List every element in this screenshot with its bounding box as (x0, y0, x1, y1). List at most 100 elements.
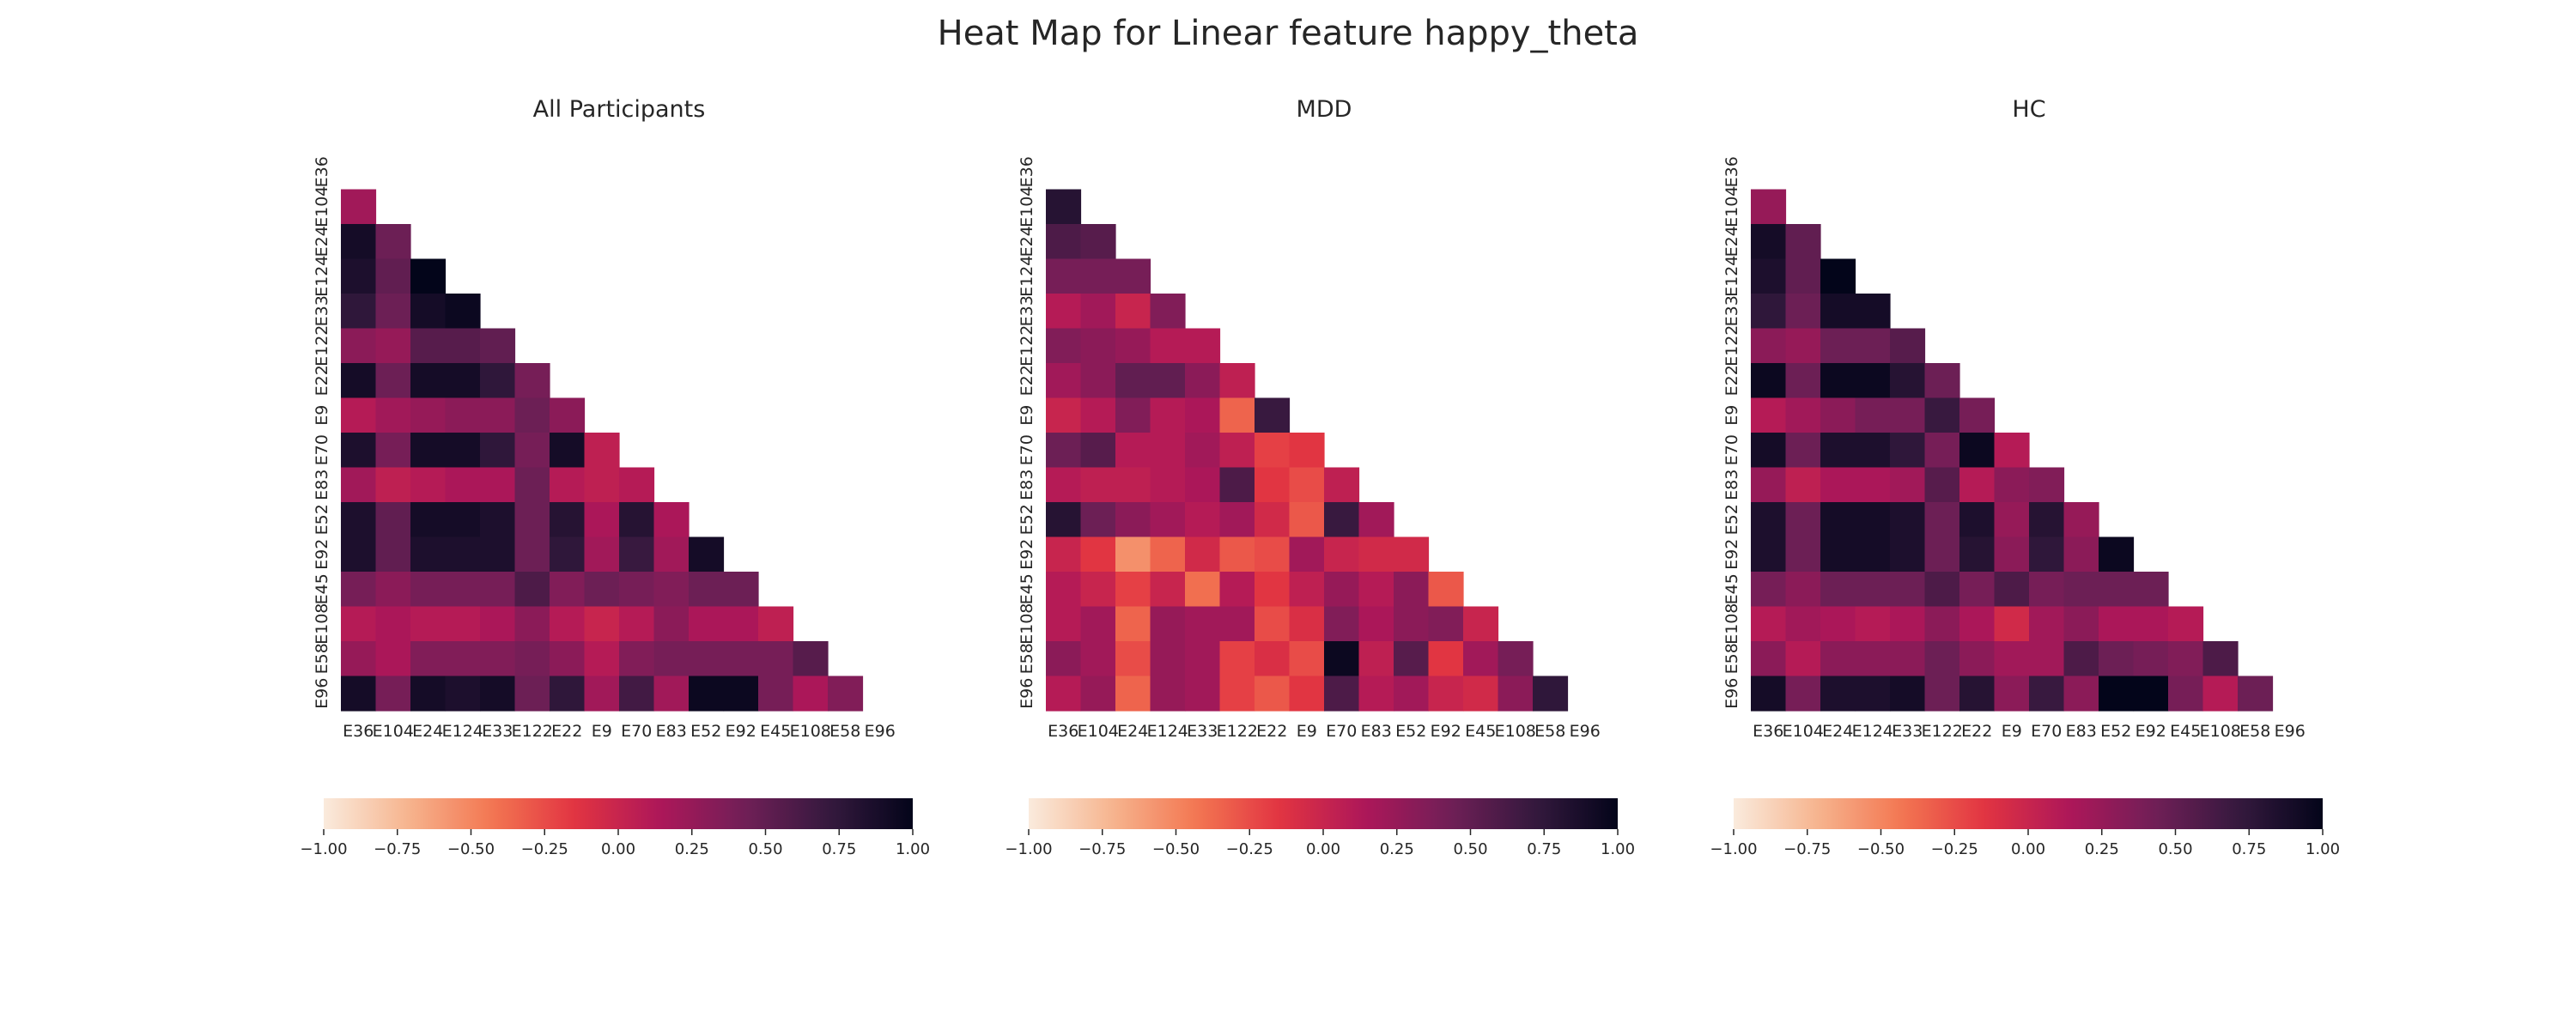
heatmap-cell (1046, 606, 1082, 642)
heatmap-cell (1046, 258, 1082, 294)
y-tick-label: E83 (1018, 470, 1036, 500)
heatmap-cell (514, 572, 550, 608)
heatmap-cell (723, 606, 759, 642)
heatmap-cell (793, 641, 829, 677)
heatmap-cell (1150, 294, 1186, 330)
x-tick-label: E52 (690, 722, 721, 741)
y-tick-label: E52 (1722, 504, 1741, 535)
colorbar-tick-label: 0.00 (601, 840, 635, 858)
x-tick-label: E104 (1078, 722, 1119, 741)
heatmap-cell (1994, 572, 2030, 608)
colorbar-tick-label: 1.00 (2306, 840, 2340, 858)
heatmap-cell (1324, 502, 1360, 538)
heatmap-cell (375, 397, 411, 433)
heatmap-cell (514, 606, 550, 642)
heatmap-cell (1080, 502, 1116, 538)
heatmap-cell (410, 328, 447, 364)
y-tick-label: E22 (1722, 365, 1741, 396)
heatmap-cell (1150, 397, 1186, 433)
colorbar-tick-label: 0.50 (748, 840, 782, 858)
y-tick-label: E45 (1018, 573, 1036, 604)
figure-title: Heat Map for Linear feature happy_theta (938, 14, 1639, 53)
heatmap-cell (1785, 433, 1821, 469)
heatmap-cell (1890, 676, 1926, 712)
heatmap-cell (1255, 397, 1291, 433)
heatmap-cell (1751, 502, 1787, 538)
x-tick-label: E92 (2136, 722, 2166, 741)
heatmap-cell (1219, 467, 1255, 503)
heatmap-cell (1289, 641, 1325, 677)
heatmap-cell (375, 433, 411, 469)
heatmap-cell (480, 397, 516, 433)
y-tick-label: E33 (313, 295, 331, 326)
heatmap-cell (445, 536, 481, 573)
heatmap-cell (1890, 397, 1926, 433)
y-tick-label: E36 (1018, 156, 1036, 187)
x-tick-label: E33 (1892, 722, 1923, 741)
heatmap-cell (375, 536, 411, 573)
heatmap-cell (2063, 572, 2099, 608)
heatmap-cell (1219, 433, 1255, 469)
heatmap-cell (1255, 606, 1291, 642)
heatmap-cell (1080, 328, 1116, 364)
heatmap-cell (341, 502, 377, 538)
heatmap-cell (550, 572, 586, 608)
heatmap-cell (1820, 467, 1856, 503)
heatmap-cell (1289, 467, 1325, 503)
heatmap-cell (619, 606, 655, 642)
x-tick-label: E45 (760, 722, 791, 741)
x-tick-label: E22 (1256, 722, 1287, 741)
heatmap-cell (1924, 572, 1960, 608)
x-tick-label: E70 (1326, 722, 1357, 741)
y-tick-label: E83 (313, 470, 331, 500)
heatmap-cell (1751, 433, 1787, 469)
heatmap-cell (1820, 676, 1856, 712)
heatmap-cell (1751, 467, 1787, 503)
heatmap-cell (2133, 572, 2169, 608)
heatmap-cell (1150, 536, 1186, 573)
heatmap-cell (2099, 536, 2135, 573)
heatmap-cell (341, 294, 377, 330)
heatmap-cell (1150, 433, 1186, 469)
heatmap-cell (410, 502, 447, 538)
y-tick-label: E92 (1018, 539, 1036, 570)
heatmap-cell (1080, 433, 1116, 469)
y-tick-label: E104 (1722, 186, 1741, 227)
heatmap-cell (1255, 502, 1291, 538)
heatmap-cell (410, 676, 447, 712)
heatmap-cell (1994, 676, 2030, 712)
heatmap-cell (550, 641, 586, 677)
y-tick-label: E52 (313, 504, 331, 535)
heatmap-cell (2133, 606, 2169, 642)
heatmap-cell (514, 467, 550, 503)
y-tick-label: E45 (313, 573, 331, 604)
heatmap-cell (1820, 328, 1856, 364)
heatmap-cell (2029, 641, 2065, 677)
heatmap-cell (1820, 572, 1856, 608)
colorbar-tick-label: 0.25 (1380, 840, 1414, 858)
heatmap-cell (1959, 572, 1996, 608)
heatmap-cell (2063, 536, 2099, 573)
heatmap-cell (1115, 433, 1151, 469)
heatmap-cell (1115, 641, 1151, 677)
heatmap-cell (1080, 397, 1116, 433)
x-tick-label: E36 (1753, 722, 1783, 741)
heatmap-cell (1219, 536, 1255, 573)
heatmap-cell (1358, 641, 1394, 677)
heatmap-cell (584, 536, 620, 573)
x-tick-label: E104 (1783, 722, 1824, 741)
heatmap-cell (689, 676, 725, 712)
heatmap-cell (1751, 258, 1787, 294)
heatmap-cell (1394, 536, 1430, 573)
heatmap-cell (1046, 467, 1082, 503)
heatmap-cell (1080, 224, 1116, 260)
heatmap-cell (1150, 572, 1186, 608)
heatmap-cell (1751, 606, 1787, 642)
heatmap-cell (1150, 641, 1186, 677)
colorbar-tick-label: −0.25 (1226, 840, 1273, 858)
heatmap-cell (550, 502, 586, 538)
heatmap-cell (1855, 572, 1891, 608)
heatmap-cell (1185, 328, 1221, 364)
heatmap-cell (1115, 467, 1151, 503)
x-tick-label: E124 (1147, 722, 1188, 741)
